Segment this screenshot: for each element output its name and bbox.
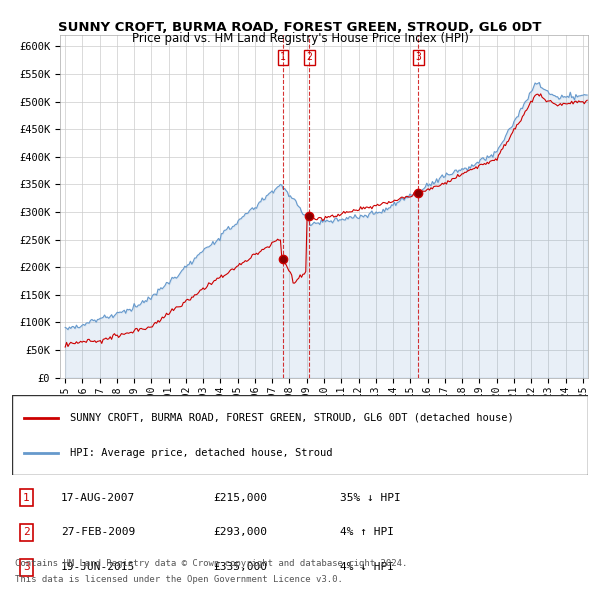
Text: 17-AUG-2007: 17-AUG-2007 bbox=[61, 493, 135, 503]
Text: 1: 1 bbox=[23, 493, 30, 503]
Text: 2: 2 bbox=[23, 527, 30, 537]
Text: SUNNY CROFT, BURMA ROAD, FOREST GREEN, STROUD, GL6 0DT (detached house): SUNNY CROFT, BURMA ROAD, FOREST GREEN, S… bbox=[70, 412, 514, 422]
Text: £293,000: £293,000 bbox=[214, 527, 268, 537]
Text: 4% ↓ HPI: 4% ↓ HPI bbox=[340, 562, 394, 572]
Text: 3: 3 bbox=[415, 53, 421, 63]
Text: HPI: Average price, detached house, Stroud: HPI: Average price, detached house, Stro… bbox=[70, 448, 332, 458]
FancyBboxPatch shape bbox=[12, 395, 588, 475]
Text: 4% ↑ HPI: 4% ↑ HPI bbox=[340, 527, 394, 537]
Text: 35% ↓ HPI: 35% ↓ HPI bbox=[340, 493, 401, 503]
Text: £215,000: £215,000 bbox=[214, 493, 268, 503]
Text: This data is licensed under the Open Government Licence v3.0.: This data is licensed under the Open Gov… bbox=[15, 575, 343, 584]
Text: 1: 1 bbox=[280, 53, 286, 63]
Text: Price paid vs. HM Land Registry's House Price Index (HPI): Price paid vs. HM Land Registry's House … bbox=[131, 32, 469, 45]
Text: Contains HM Land Registry data © Crown copyright and database right 2024.: Contains HM Land Registry data © Crown c… bbox=[15, 559, 407, 568]
Text: 2: 2 bbox=[307, 53, 312, 63]
Text: 19-JUN-2015: 19-JUN-2015 bbox=[61, 562, 135, 572]
Text: SUNNY CROFT, BURMA ROAD, FOREST GREEN, STROUD, GL6 0DT: SUNNY CROFT, BURMA ROAD, FOREST GREEN, S… bbox=[58, 21, 542, 34]
Text: 27-FEB-2009: 27-FEB-2009 bbox=[61, 527, 135, 537]
Text: 3: 3 bbox=[23, 562, 30, 572]
Text: £335,000: £335,000 bbox=[214, 562, 268, 572]
